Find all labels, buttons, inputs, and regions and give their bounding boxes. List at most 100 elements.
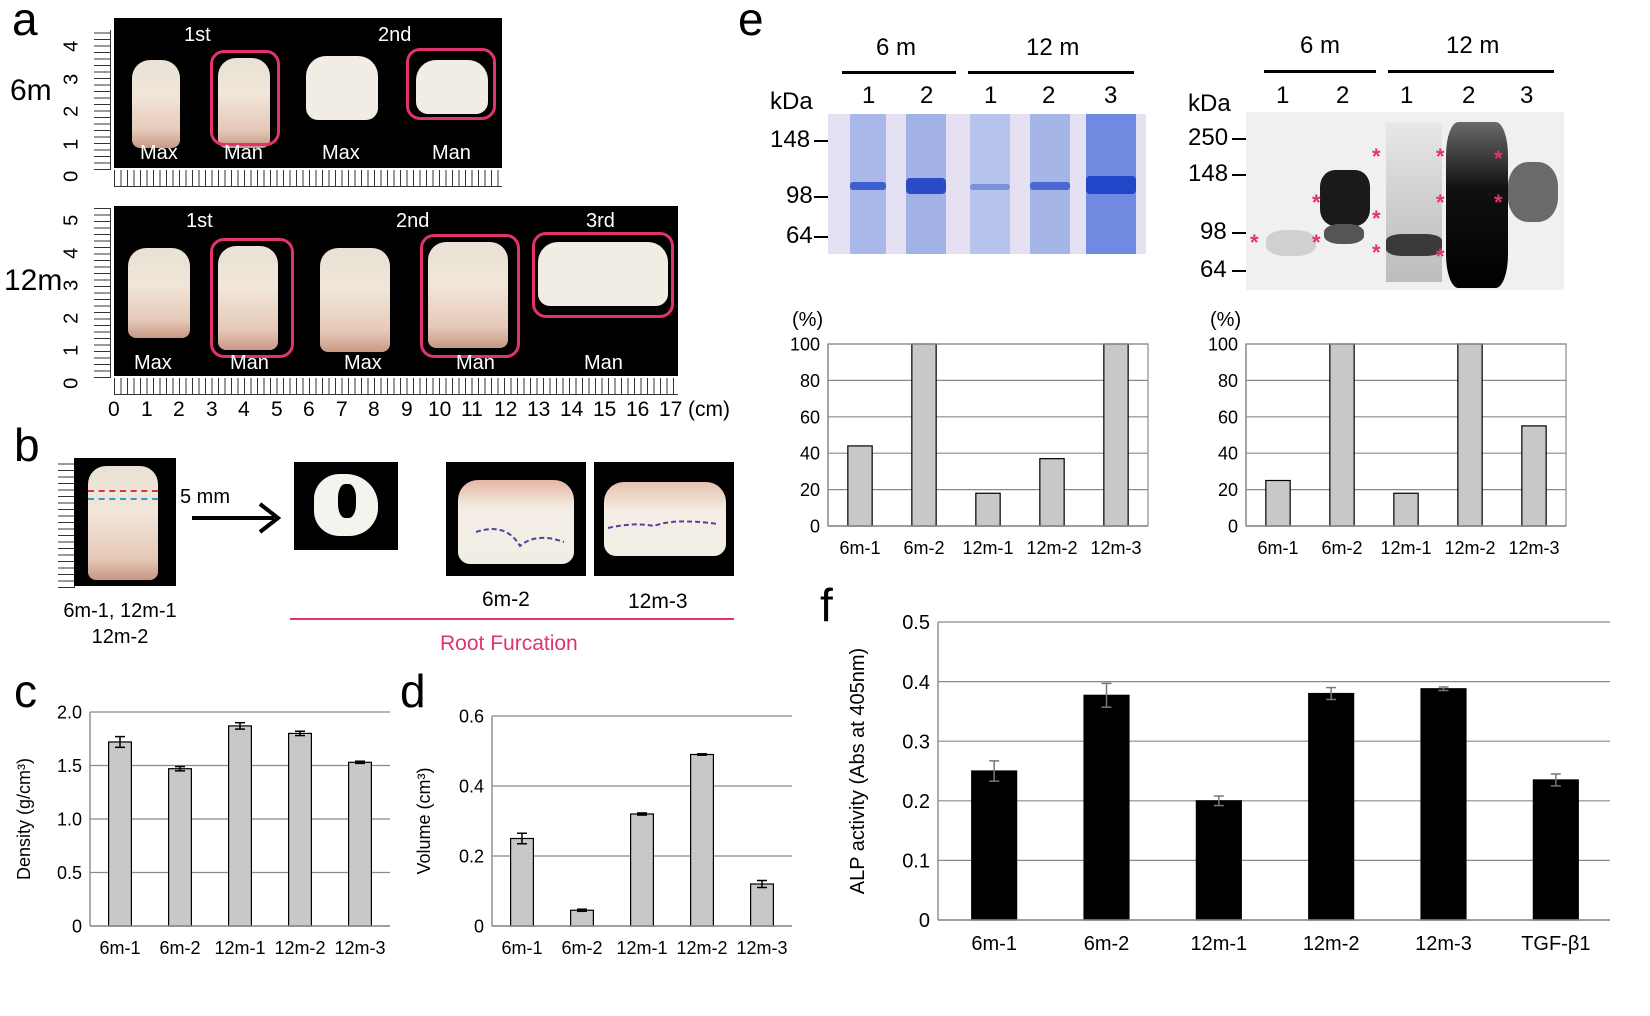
cm-tick: 16	[626, 398, 650, 421]
gel1-marker: 64	[786, 222, 813, 249]
scale-tick: 3	[60, 279, 83, 291]
y-axis-label: ALP activity (Abs at 405nm)	[847, 648, 869, 894]
bar-12m-1	[1393, 492, 1419, 527]
asterisk-icon: *	[1312, 230, 1321, 255]
y-tick-label: 2.0	[57, 702, 82, 722]
caption-12m3: 12m-3	[628, 590, 688, 613]
y-axis-label: (%)	[792, 309, 823, 331]
gel2-group-bar-12m	[1388, 70, 1554, 73]
cm-tick: 7	[336, 398, 348, 421]
gel1-group-12m: 12 m	[1026, 34, 1080, 61]
tooth-label: Max	[134, 352, 172, 374]
y-tick-label: 60	[800, 407, 820, 427]
x-tick-label: 6m-1	[99, 938, 140, 958]
tooth-photo-b-left	[74, 458, 176, 586]
left-caption-line2: 12m-2	[91, 626, 149, 648]
gel2-group-6m: 6 m	[1300, 32, 1341, 59]
gel2-kda: kDa	[1188, 90, 1231, 117]
gel2-group-bar-6m	[1264, 70, 1376, 73]
y-axis-label: (%)	[1210, 309, 1241, 331]
tooth-sample	[88, 466, 158, 580]
tooth-label: Man	[584, 352, 623, 374]
y-tick-label: 20	[1218, 480, 1238, 500]
y-tick-label: 100	[1208, 334, 1238, 354]
panel-label-b: b	[14, 419, 40, 471]
x-tick-label: 6m-1	[1257, 538, 1298, 558]
bar-12m-3	[1420, 688, 1467, 921]
bar-12m-3	[1521, 425, 1547, 527]
gel1-group-bar-12m	[968, 71, 1134, 74]
asterisk-icon: *	[1436, 244, 1445, 269]
panel-label-f: f	[820, 579, 833, 631]
y-tick-label: 0.5	[902, 612, 930, 634]
gel2-marker: 64	[1200, 256, 1227, 283]
tooth-man-2nd-12m	[428, 242, 508, 348]
left-caption-line1: 6m-1, 12m-1	[63, 600, 177, 622]
western-band	[1446, 122, 1508, 288]
gel-band	[1030, 182, 1070, 190]
bar-6m-2	[911, 343, 937, 527]
western-band	[1266, 230, 1316, 256]
ruler-b	[58, 458, 75, 588]
x-tick-label: 12m-3	[736, 938, 787, 958]
gel1-lane: 2	[1042, 82, 1056, 109]
scale-tick: 2	[60, 105, 83, 117]
highlight-box	[420, 234, 520, 358]
scale-tick: 4	[60, 247, 83, 259]
bar-6m-2	[1083, 694, 1130, 921]
y-tick-label: 80	[800, 371, 820, 391]
y-tick-label: 0	[1228, 516, 1238, 536]
cm-tick: 2	[173, 398, 185, 421]
y-tick-label: 0.2	[459, 846, 484, 866]
cm-tick: 6	[303, 398, 315, 421]
gel2-lane: 2	[1336, 82, 1350, 109]
cm-tick: 11	[461, 398, 483, 421]
y-tick-label: 60	[1218, 407, 1238, 427]
y-tick-label: 0.1	[902, 851, 930, 873]
y-tick-label: 40	[800, 444, 820, 464]
asterisk-icon: *	[1250, 230, 1259, 255]
x-tick-label: 12m-2	[676, 938, 727, 958]
bar-6m-1	[107, 741, 132, 927]
header-2nd: 2nd	[396, 210, 430, 232]
gel2-image: * * * * * * * * * * *	[1246, 112, 1564, 290]
y-tick-label: 1.5	[57, 756, 82, 776]
y-tick-label: 0.4	[902, 672, 930, 694]
gel-band	[970, 184, 1010, 190]
gel2-lane: 1	[1400, 82, 1414, 109]
vertical-scale-12m: 5 4 3 2 1 0	[60, 208, 114, 388]
asterisk-icon: *	[1436, 190, 1445, 215]
western-band	[1324, 224, 1364, 244]
cm-tick: 4	[238, 398, 250, 421]
scale-tick: 0	[60, 170, 83, 182]
cm-tick: 0	[108, 398, 120, 421]
bar-12m-2	[1039, 458, 1065, 527]
x-tick-label: 12m-1	[1190, 933, 1247, 955]
x-tick-label: 6m-2	[1084, 933, 1130, 955]
x-tick-label: 12m-1	[616, 938, 667, 958]
y-tick-label: 0.5	[57, 863, 82, 883]
tooth-man-1st-12m	[218, 246, 278, 350]
tooth-man-3rd-12m	[538, 242, 668, 306]
bar-12m-1	[975, 492, 1001, 527]
bar-12m-2	[1308, 692, 1355, 921]
y-tick-label: 0	[474, 916, 484, 936]
x-tick-label: 6m-2	[561, 938, 602, 958]
asterisk-icon: *	[1494, 190, 1503, 215]
x-tick-label: 6m-1	[501, 938, 542, 958]
gel-band	[1086, 176, 1136, 194]
teeth-photo-6m: 1st 2nd Max Man Max Man	[114, 18, 502, 168]
y-tick-label: 80	[1218, 371, 1238, 391]
bar-12m-3	[750, 883, 775, 927]
x-tick-label: TGF-β1	[1521, 933, 1590, 955]
cm-tick: 3	[206, 398, 218, 421]
x-tick-label: 6m-1	[839, 538, 880, 558]
highlight-box	[532, 232, 674, 318]
age-label-6m: 6m	[10, 74, 52, 107]
gel1-marker: 98	[786, 182, 813, 209]
scale-tick: 1	[60, 344, 83, 356]
caption-6m2: 6m-2	[482, 588, 530, 611]
tooth-label: Max	[344, 352, 382, 374]
bar-12m-2	[690, 753, 715, 927]
x-tick-label: 6m-2	[1321, 538, 1362, 558]
